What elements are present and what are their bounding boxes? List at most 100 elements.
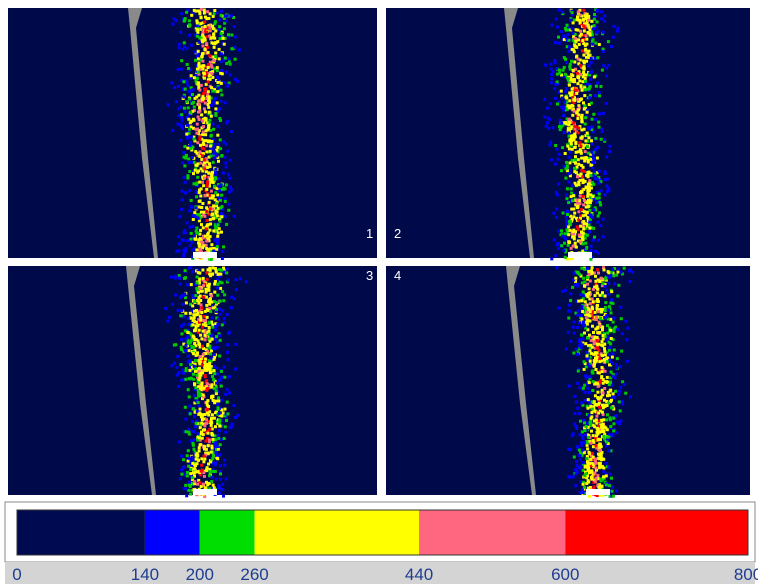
heat-pixel	[609, 473, 612, 476]
heat-pixel	[613, 349, 616, 352]
heat-pixel	[570, 195, 573, 198]
heat-pixel	[183, 315, 186, 318]
heat-pixel	[230, 306, 233, 309]
heat-pixel	[183, 20, 186, 23]
heat-pixel	[582, 419, 585, 422]
heat-pixel	[207, 125, 210, 128]
heat-pixel	[219, 206, 222, 209]
heat-pixel	[558, 72, 561, 75]
heat-pixel	[597, 310, 600, 313]
heat-pixel	[549, 63, 552, 66]
heat-pixel	[227, 203, 230, 206]
heat-pixel	[219, 100, 222, 103]
heat-pixel	[190, 205, 193, 208]
heat-pixel	[224, 101, 227, 104]
heat-pixel	[183, 107, 186, 110]
heat-pixel	[585, 38, 588, 41]
heat-pixel	[560, 169, 563, 172]
heat-pixel	[204, 102, 207, 105]
heat-pixel	[220, 32, 223, 35]
heat-pixel	[192, 218, 195, 221]
colorbar-tick-label: 600	[551, 565, 579, 584]
heat-pixel	[618, 400, 621, 403]
heat-pixel	[204, 413, 207, 416]
heat-pixel	[592, 27, 595, 30]
heat-pixel	[219, 287, 222, 290]
heat-pixel	[578, 43, 581, 46]
heat-pixel	[595, 356, 598, 359]
heat-pixel	[574, 155, 577, 158]
heat-pixel	[588, 334, 591, 337]
heat-pixel	[573, 412, 576, 415]
heat-pixel	[588, 273, 591, 276]
heat-pixel	[184, 484, 187, 487]
heat-pixel	[579, 137, 582, 140]
heat-pixel	[185, 344, 188, 347]
heat-pixel	[604, 193, 607, 196]
heat-pixel	[233, 46, 236, 49]
heat-pixel	[230, 34, 233, 37]
heat-pixel	[203, 12, 206, 15]
heat-pixel	[582, 203, 585, 206]
heat-pixel	[551, 23, 554, 26]
heat-pixel	[596, 288, 599, 291]
heat-pixel	[205, 150, 208, 153]
heat-pixel	[584, 342, 587, 345]
heat-pixel	[198, 155, 201, 158]
heat-pixel	[585, 43, 588, 46]
heat-pixel	[554, 97, 557, 100]
heat-pixel	[573, 456, 576, 459]
heat-pixel	[560, 90, 563, 93]
heat-pixel	[575, 40, 578, 43]
heat-pixel	[204, 486, 207, 489]
heat-pixel	[215, 154, 218, 157]
heat-pixel	[593, 13, 596, 16]
heat-pixel	[219, 478, 222, 481]
heat-pixel	[214, 461, 217, 464]
heat-pixel	[212, 454, 215, 457]
heat-pixel	[583, 360, 586, 363]
heat-pixel	[226, 388, 229, 391]
heat-pixel	[569, 19, 572, 22]
heat-pixel	[233, 25, 236, 28]
heat-pixel	[235, 343, 238, 346]
heat-pixel	[207, 63, 210, 66]
heat-pixel	[604, 309, 607, 312]
heat-pixel	[220, 52, 223, 55]
heat-pixel	[187, 84, 190, 87]
heat-pixel	[195, 454, 198, 457]
heat-pixel	[568, 241, 571, 244]
heat-pixel	[567, 225, 570, 228]
heat-pixel	[586, 355, 589, 358]
heat-pixel	[581, 236, 584, 239]
heat-pixel	[589, 71, 592, 74]
heat-pixel	[214, 210, 217, 213]
heat-pixel	[605, 462, 608, 465]
heat-pixel	[564, 27, 567, 30]
heat-pixel	[591, 298, 594, 301]
heat-pixel	[555, 18, 558, 21]
heat-pixel	[603, 14, 606, 17]
heat-pixel	[214, 52, 217, 55]
heat-pixel	[579, 420, 582, 423]
heat-pixel	[210, 451, 213, 454]
heat-pixel	[591, 143, 594, 146]
heat-pixel	[610, 298, 613, 301]
heat-pixel	[575, 464, 578, 467]
heat-pixel	[202, 394, 205, 397]
heat-pixel	[216, 66, 219, 69]
heat-pixel	[582, 181, 585, 184]
heat-pixel	[580, 208, 583, 211]
heat-pixel	[211, 383, 214, 386]
heat-pixel	[575, 92, 578, 95]
heat-pixel	[584, 139, 587, 142]
heat-pixel	[585, 74, 588, 77]
heat-pixel	[218, 189, 221, 192]
heat-pixel	[186, 221, 189, 224]
heat-pixel	[216, 134, 219, 137]
heat-pixel	[216, 76, 219, 79]
heat-pixel	[212, 128, 215, 131]
heat-pixel	[193, 467, 196, 470]
heat-pixel	[211, 66, 214, 69]
heat-pixel	[589, 85, 592, 88]
